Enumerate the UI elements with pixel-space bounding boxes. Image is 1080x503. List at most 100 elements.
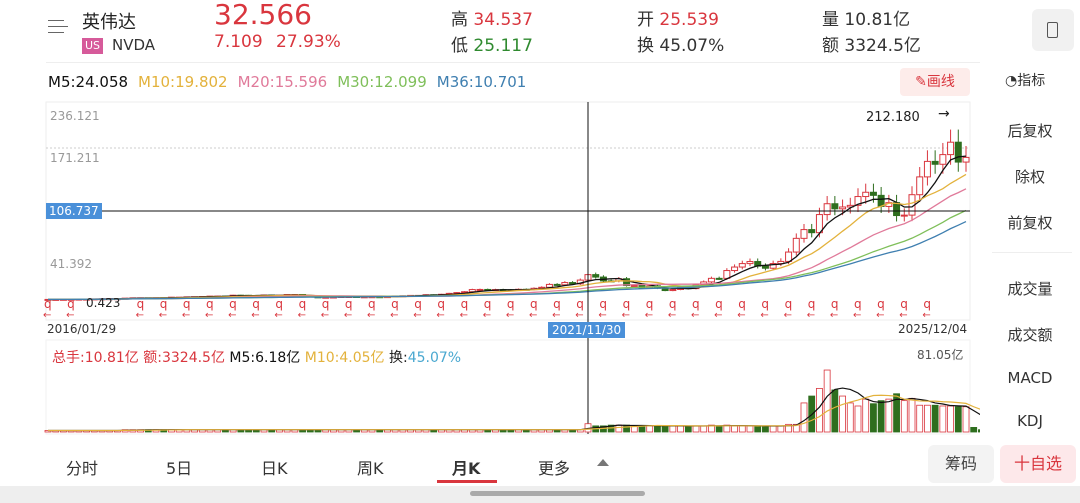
tab-monthly[interactable]: 月K	[452, 459, 481, 478]
low-label: 低	[451, 36, 468, 56]
candle	[831, 203, 839, 210]
volume-bar	[854, 405, 862, 433]
amount-label: 额	[822, 36, 839, 56]
dividend-marker: q	[437, 297, 445, 311]
side-amount[interactable]: 成交额	[1007, 326, 1053, 344]
volume-bar	[978, 429, 980, 433]
ma30-value: M30:12.099	[337, 73, 427, 91]
volume-bar	[908, 397, 916, 433]
volume-ma10-line	[48, 394, 980, 432]
dividend-arrow-icon: ←	[668, 310, 676, 321]
stock-name: 英伟达	[82, 12, 136, 33]
dividend-marker: q	[252, 297, 260, 311]
dividend-arrow-icon: ←	[413, 310, 421, 321]
dividend-arrow-icon: ←	[182, 310, 190, 321]
y-tick-label: 41.392	[50, 257, 92, 271]
chips-label: 筹码	[944, 454, 977, 473]
dividend-marker: q	[761, 297, 769, 311]
candle	[476, 288, 484, 291]
dividend-marker: q	[137, 297, 145, 311]
tab-weekly[interactable]: 周K	[357, 459, 384, 478]
total-amount: 额:3324.5亿	[143, 350, 225, 366]
list-arrow-icon[interactable]	[48, 20, 68, 36]
volume-bar	[654, 425, 661, 433]
dividend-arrow-icon: ←	[714, 310, 722, 321]
indicator-button[interactable]: ◔指标	[1005, 70, 1045, 90]
volume-bar	[831, 389, 839, 433]
home-handle[interactable]	[470, 491, 645, 496]
dividend-marker: q	[484, 297, 492, 311]
volume-bar	[769, 425, 777, 433]
dividend-arrow-icon: ←	[622, 310, 630, 321]
side-kdj[interactable]: KDJ	[1017, 412, 1043, 430]
dividend-arrow-icon: ←	[807, 310, 815, 321]
dividend-marker: q	[623, 297, 631, 311]
dividend-arrow-icon: ←	[552, 310, 560, 321]
candle	[592, 274, 600, 278]
candle	[792, 237, 800, 253]
draw-line-button[interactable]: ✎画线	[900, 68, 970, 96]
ma30-line	[47, 209, 967, 301]
vol-m10: M10:4.05亿	[304, 350, 385, 366]
candle	[761, 265, 769, 269]
kline-chart[interactable]: q←q←q←q←q←q←q←q←q←q←q←q←q←q←q←q←q←q←q←q←…	[0, 0, 980, 440]
high-stat: 高 34.537	[451, 5, 533, 30]
side-adj-forward[interactable]: 前复权	[1007, 214, 1053, 232]
volume-bar	[777, 425, 785, 433]
open-value: 25.539	[659, 10, 719, 30]
candle	[947, 141, 955, 156]
dividend-marker: q	[183, 297, 191, 311]
volume-bar	[754, 426, 762, 433]
ma36-line	[47, 220, 967, 301]
candle	[854, 196, 862, 206]
candle	[715, 277, 723, 280]
candle	[731, 266, 739, 272]
candle	[808, 229, 816, 234]
dividend-arrow-icon: ←	[205, 310, 213, 321]
tab-5day[interactable]: 5日	[166, 459, 193, 478]
y-tick-label: 236.121	[50, 109, 100, 123]
candle	[923, 160, 931, 178]
high-label: 高	[451, 10, 468, 30]
dividend-arrow-icon: ←	[922, 310, 930, 321]
volume-bar	[816, 387, 823, 433]
volume-stat: 量 10.81亿	[822, 5, 910, 30]
volume-bar	[954, 406, 962, 433]
candle	[707, 277, 715, 283]
candle	[862, 191, 870, 198]
ma10-value: M10:19.802	[138, 73, 228, 91]
indicator-label: 指标	[1017, 73, 1046, 89]
dividend-marker: q	[44, 297, 52, 311]
volume-bar	[900, 400, 908, 433]
divider	[992, 252, 1072, 253]
side-volume[interactable]: 成交量	[1007, 280, 1053, 298]
dividend-marker: q	[461, 297, 469, 311]
dividend-arrow-icon: ←	[251, 310, 259, 321]
dividend-marker: q	[576, 297, 584, 311]
candle	[553, 283, 561, 286]
volume-bar	[661, 425, 669, 433]
caret-up-icon[interactable]	[597, 459, 609, 466]
side-macd[interactable]: MACD	[1007, 369, 1053, 387]
ma5-value: M5:24.058	[48, 73, 129, 91]
add-watchlist-button[interactable]: 十自选	[1000, 445, 1076, 483]
tab-more[interactable]: 更多	[538, 459, 571, 478]
side-adj-none[interactable]: 除权	[1014, 168, 1045, 186]
dividend-arrow-icon: ←	[390, 310, 398, 321]
dividend-arrow-icon: ←	[159, 310, 167, 321]
device-button[interactable]	[1032, 9, 1074, 51]
tab-daily[interactable]: 日K	[261, 459, 288, 478]
volume-bar	[916, 404, 924, 433]
candle	[823, 203, 831, 216]
turnover-stat: 换 45.07%	[637, 31, 724, 56]
dividend-marker: q	[206, 297, 214, 311]
dividend-arrow-icon: ←	[136, 310, 144, 321]
dividend-marker: q	[414, 297, 422, 311]
tab-intraday[interactable]: 分时	[66, 459, 99, 478]
chips-button[interactable]: 筹码	[928, 445, 994, 483]
side-adj-backward[interactable]: 后复权	[980, 120, 1080, 141]
candle	[962, 156, 970, 163]
volume-bar	[715, 425, 723, 433]
dividend-marker: q	[877, 297, 885, 311]
volume-bar	[731, 425, 738, 433]
